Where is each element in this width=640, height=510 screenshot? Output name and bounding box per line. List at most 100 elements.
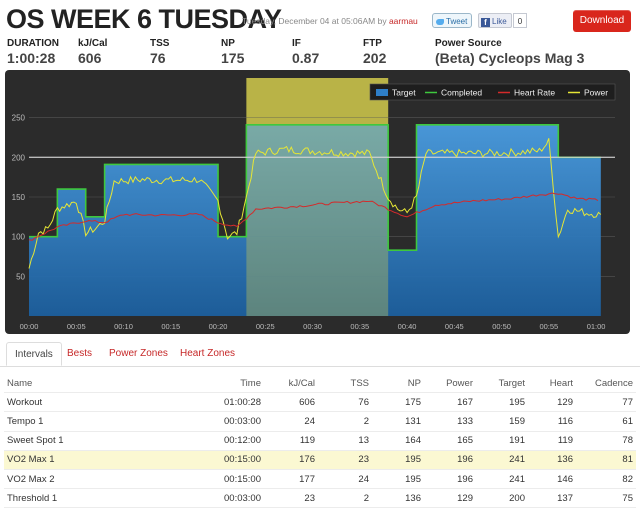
cell-power: 196 [424,469,476,490]
stat-value: 0.87 [292,50,320,66]
cell-time: 00:03:00 [154,411,264,432]
stat-value: 76 [150,50,166,66]
cell-time: 00:12:00 [154,431,264,451]
chart-legend [369,83,616,101]
cell-cadence: 75 [576,488,636,509]
stat-value: 175 [221,50,245,66]
table-header-row: Name Time kJ/Cal TSS NP Power Target Hea… [4,374,636,394]
x-tick-label: 00:10 [114,322,133,331]
x-tick-label: 00:05 [67,322,86,331]
cell-kjcal: 606 [264,392,318,413]
stat-value: 1:00:28 [7,50,56,66]
cell-tss: 2 [318,411,372,432]
cell-tss: 23 [318,450,372,470]
y-tick-label: 200 [12,153,26,162]
cell-np: 195 [372,450,424,470]
target-area-series [29,124,601,316]
tweet-button[interactable]: Tweet [432,13,472,28]
tab-power-zones[interactable]: Power Zones [109,348,168,359]
table-row[interactable]: Workout 01:00:28 606 76 175 167 195 129 … [4,392,636,413]
x-tick-label: 00:45 [445,322,464,331]
table-row[interactable]: Tempo 1 00:03:00 24 2 131 133 159 116 61 [4,411,636,432]
heart-rate-series-line [28,192,599,241]
column-header-time[interactable]: Time [154,374,264,394]
legend-target-swatch [376,89,388,96]
legend-heart-rate-label: Heart Rate [514,88,555,98]
table-row-selected[interactable]: VO2 Max 1 00:15:00 176 23 195 196 241 13… [4,450,636,470]
tab-heart-zones[interactable]: Heart Zones [180,348,236,359]
legend-target-label: Target [392,88,416,98]
y-tick-label: 50 [16,272,25,281]
cell-power: 196 [424,450,476,470]
cell-power: 129 [424,488,476,509]
power-chart[interactable]: 50 100 150 200 250 00:00 00:05 00:10 00:15 00:20 0… [5,70,630,334]
facebook-like-button[interactable]: f Like [478,13,512,28]
cell-np: 131 [372,411,424,432]
stat-label: NP [221,38,235,49]
cell-heart: 116 [528,411,576,432]
cell-heart: 129 [528,392,576,413]
stat-label: Power Source [435,38,502,49]
column-header-name[interactable]: Name [4,374,154,394]
power-series-line [28,138,602,269]
column-header-power[interactable]: Power [424,374,476,394]
cell-kjcal: 177 [264,469,318,490]
x-tick-label: 00:35 [350,322,369,331]
table-row[interactable]: VO2 Max 2 00:15:00 177 24 195 196 241 14… [4,469,636,490]
column-header-heart[interactable]: Heart [528,374,576,394]
interval-tabs: Intervals Bests Power Zones Heart Zones [0,342,640,367]
stat-label: DURATION [7,38,60,49]
table-row[interactable]: Threshold 1 00:03:00 23 2 136 129 200 13… [4,488,636,509]
cell-cadence: 61 [576,411,636,432]
cell-target: 200 [476,488,528,509]
cell-tss: 13 [318,431,372,451]
tweet-label: Tweet [446,17,468,26]
author-link[interactable]: aarmau [388,16,418,26]
download-button[interactable]: Download [573,10,631,32]
column-header-np[interactable]: NP [372,374,424,394]
table-row[interactable]: Sweet Spot 1 00:12:00 119 13 164 165 191… [4,431,636,451]
workout-date: Tuesday, December 04 at 05:06AM by [242,16,387,26]
stat-value: 202 [363,50,387,66]
stat-label: kJ/Cal [78,38,108,49]
cell-name: VO2 Max 1 [4,450,154,470]
x-tick-label: 01:00 [587,322,606,331]
stat-value: (Beta) Cycleops Mag 3 [435,50,585,66]
cell-name: VO2 Max 2 [4,469,154,490]
cell-tss: 24 [318,469,372,490]
x-tick-label: 00:15 [161,322,180,331]
column-header-tss[interactable]: TSS [318,374,372,394]
y-tick-label: 250 [12,114,26,123]
column-header-target[interactable]: Target [476,374,528,394]
cell-time: 00:03:00 [154,488,264,509]
cell-time: 01:00:28 [154,392,264,413]
power-chart-svg: 50 100 150 200 250 00:00 00:05 00:10 00:15 00:20 0… [5,70,630,334]
cell-power: 133 [424,411,476,432]
cell-target: 241 [476,469,528,490]
cell-name: Threshold 1 [4,488,154,509]
tab-bests[interactable]: Bests [67,348,93,359]
cell-kjcal: 23 [264,488,318,509]
cell-kjcal: 119 [264,431,318,451]
y-tick-label: 150 [12,193,26,202]
cell-name: Workout [4,392,154,413]
cell-target: 191 [476,431,528,451]
cell-name: Sweet Spot 1 [4,431,154,451]
column-header-kjcal[interactable]: kJ/Cal [264,374,318,394]
cell-target: 195 [476,392,528,413]
stat-label: TSS [150,38,170,49]
x-tick-label: 00:55 [539,322,558,331]
stat-label: IF [292,38,301,49]
cell-cadence: 82 [576,469,636,490]
cell-kjcal: 24 [264,411,318,432]
stat-label: FTP [363,38,382,49]
column-header-cadence[interactable]: Cadence [576,374,636,394]
stat-np: NP 175 [221,38,244,66]
tab-intervals[interactable]: Intervals [6,342,62,366]
stat-value: 606 [78,50,102,66]
like-label: Like [492,17,507,26]
intervals-table: Name Time kJ/Cal TSS NP Power Target Hea… [4,374,636,509]
cell-power: 167 [424,392,476,413]
cell-cadence: 78 [576,431,636,451]
cell-np: 175 [372,392,424,413]
